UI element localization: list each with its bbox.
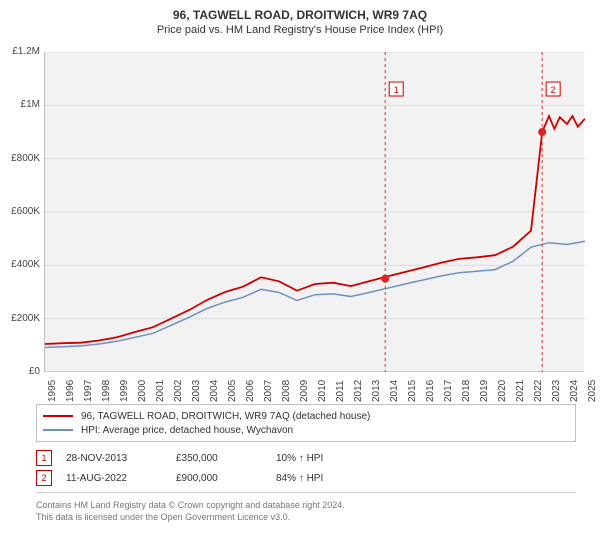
y-tick-label: £200K xyxy=(0,313,40,324)
x-tick-label: 1999 xyxy=(119,380,130,402)
x-tick-label: 2010 xyxy=(317,380,328,402)
svg-text:2: 2 xyxy=(551,85,556,95)
legend: 96, TAGWELL ROAD, DROITWICH, WR9 7AQ (de… xyxy=(36,404,576,442)
x-tick-label: 2020 xyxy=(497,380,508,402)
x-tick-label: 2013 xyxy=(371,380,382,402)
title-block: 96, TAGWELL ROAD, DROITWICH, WR9 7AQ Pri… xyxy=(0,0,600,36)
marker-delta: 84% ↑ HPI xyxy=(276,473,396,484)
x-tick-label: 2002 xyxy=(173,380,184,402)
x-tick-label: 1997 xyxy=(83,380,94,402)
marker-price: £900,000 xyxy=(176,473,276,484)
x-tick-label: 2009 xyxy=(299,380,310,402)
marker-price: £350,000 xyxy=(176,453,276,464)
title-line-2: Price paid vs. HM Land Registry's House … xyxy=(0,24,600,36)
x-tick-label: 1998 xyxy=(101,380,112,402)
marker-num-box: 1 xyxy=(36,450,52,466)
x-tick-label: 2018 xyxy=(461,380,472,402)
x-tick-label: 2005 xyxy=(227,380,238,402)
marker-delta: 10% ↑ HPI xyxy=(276,453,396,464)
x-tick-label: 1995 xyxy=(47,380,58,402)
x-tick-label: 2022 xyxy=(533,380,544,402)
y-tick-label: £800K xyxy=(0,153,40,164)
plot-area: 12 xyxy=(44,52,584,372)
marker-date: 28-NOV-2013 xyxy=(66,453,176,464)
x-tick-label: 2008 xyxy=(281,380,292,402)
title-line-1: 96, TAGWELL ROAD, DROITWICH, WR9 7AQ xyxy=(0,8,600,22)
figure: 96, TAGWELL ROAD, DROITWICH, WR9 7AQ Pri… xyxy=(0,0,600,560)
marker-num: 2 xyxy=(41,473,46,483)
x-tick-label: 2019 xyxy=(479,380,490,402)
footer-line-2: This data is licensed under the Open Gov… xyxy=(36,511,576,523)
x-tick-label: 2015 xyxy=(407,380,418,402)
marker-row: 2 11-AUG-2022 £900,000 84% ↑ HPI xyxy=(36,468,576,488)
plot-svg: 12 xyxy=(45,52,585,372)
x-tick-label: 2021 xyxy=(515,380,526,402)
marker-date: 11-AUG-2022 xyxy=(66,473,176,484)
marker-num: 1 xyxy=(41,453,46,463)
x-tick-label: 2025 xyxy=(587,380,598,402)
y-tick-label: £0 xyxy=(0,366,40,377)
y-tick-label: £1.2M xyxy=(0,46,40,57)
x-tick-label: 2011 xyxy=(335,380,346,402)
y-tick-label: £1M xyxy=(0,99,40,110)
legend-label: 96, TAGWELL ROAD, DROITWICH, WR9 7AQ (de… xyxy=(81,411,370,422)
legend-swatch xyxy=(43,429,73,431)
x-tick-label: 2012 xyxy=(353,380,364,402)
x-tick-label: 2014 xyxy=(389,380,400,402)
x-tick-label: 1996 xyxy=(65,380,76,402)
sale-marker-table: 1 28-NOV-2013 £350,000 10% ↑ HPI 2 11-AU… xyxy=(36,448,576,488)
x-tick-label: 2003 xyxy=(191,380,202,402)
x-tick-label: 2001 xyxy=(155,380,166,402)
x-tick-label: 2000 xyxy=(137,380,148,402)
footer-line-1: Contains HM Land Registry data © Crown c… xyxy=(36,499,576,511)
x-tick-label: 2017 xyxy=(443,380,454,402)
legend-swatch xyxy=(43,415,73,417)
attribution: Contains HM Land Registry data © Crown c… xyxy=(36,492,576,523)
legend-row: HPI: Average price, detached house, Wych… xyxy=(43,423,569,437)
legend-label: HPI: Average price, detached house, Wych… xyxy=(81,425,293,436)
svg-text:1: 1 xyxy=(394,85,399,95)
marker-row: 1 28-NOV-2013 £350,000 10% ↑ HPI xyxy=(36,448,576,468)
x-tick-label: 2004 xyxy=(209,380,220,402)
x-tick-label: 2007 xyxy=(263,380,274,402)
legend-row: 96, TAGWELL ROAD, DROITWICH, WR9 7AQ (de… xyxy=(43,409,569,423)
x-tick-label: 2016 xyxy=(425,380,436,402)
x-tick-label: 2024 xyxy=(569,380,580,402)
y-tick-label: £600K xyxy=(0,206,40,217)
x-tick-label: 2006 xyxy=(245,380,256,402)
x-tick-label: 2023 xyxy=(551,380,562,402)
marker-num-box: 2 xyxy=(36,470,52,486)
y-tick-label: £400K xyxy=(0,259,40,270)
